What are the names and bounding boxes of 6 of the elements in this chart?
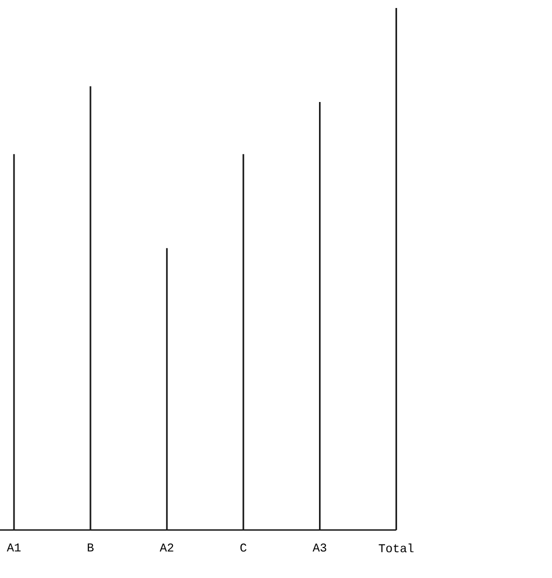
x-tick-label: C (240, 544, 246, 552)
x-tick-label: B (88, 544, 94, 552)
x-tick-label: A1 (6, 544, 21, 552)
x-tick-label: Total (378, 544, 414, 552)
x-tick-label: A3 (312, 544, 326, 552)
x-tick-label: A2 (160, 544, 174, 552)
